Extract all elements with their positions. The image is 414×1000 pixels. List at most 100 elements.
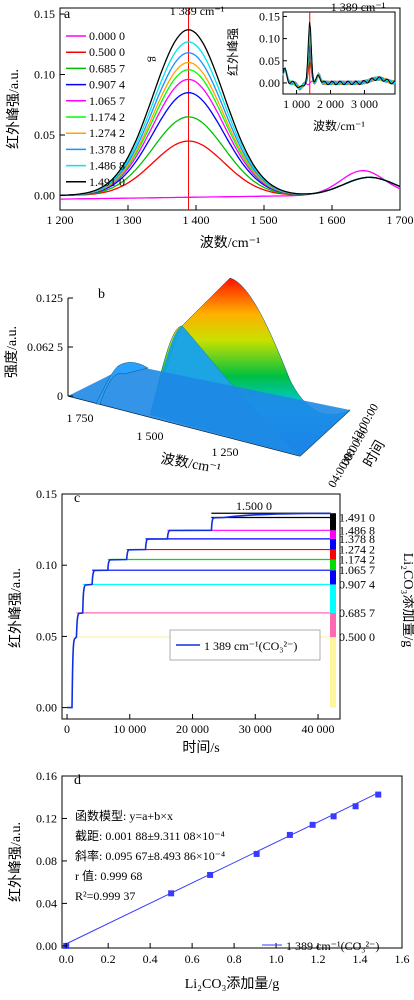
legend-entry: 1.491 0 xyxy=(89,175,125,189)
fit-line xyxy=(65,792,380,945)
y-axis-title: 红外峰强/a.u. xyxy=(6,69,22,149)
inset-y-tick-label: 0.10 xyxy=(259,32,280,46)
spectrum-line xyxy=(59,29,401,196)
chart-panel-c: c 0.500 0 0.685 7 0.907 41.065 71.174 21.2… xyxy=(8,490,414,756)
x-axis-title: 时间/s xyxy=(182,740,219,756)
step-labels: 0.500 0 0.685 7 0.907 41.065 71.174 21.274… xyxy=(339,510,375,644)
legend-entry: 0.500 0 xyxy=(89,45,125,59)
x-tick-label: 1.6 xyxy=(395,952,410,966)
fit-statistics: 函数模型: y=a+b×x 截距: 0.001 88±9.311 08×10⁻⁴… xyxy=(75,808,225,903)
colorbar-segment xyxy=(330,517,336,531)
inset-x-tick-labels: 1 000 2 000 3 000 xyxy=(283,90,378,111)
step-label: 1.274 2 xyxy=(339,543,375,557)
step-label: 0.500 0 xyxy=(339,630,375,644)
top-step-label: 1.500 0 xyxy=(236,499,272,513)
inset-y-tick-labels: 0.00 0.05 0.10 0.15 xyxy=(259,9,287,90)
data-point xyxy=(352,803,359,810)
plot-frame xyxy=(61,775,403,949)
colorbar-segment xyxy=(330,637,336,708)
x-tick-label: 1 400 xyxy=(183,213,210,227)
x-tick-label: 0 xyxy=(64,722,70,736)
x-tick-label: 1 200 xyxy=(47,213,74,227)
panel-label: c xyxy=(74,491,80,506)
y-tick-label: 0.00 xyxy=(34,188,55,202)
y-tick-label: 0.125 xyxy=(36,291,63,305)
legend-entry: 1.174 2 xyxy=(89,110,125,124)
y-tick-label: 0.12 xyxy=(36,811,57,825)
data-point xyxy=(207,871,214,878)
ridge-base xyxy=(68,365,350,456)
y-tick-label: 0.00 xyxy=(36,701,57,715)
y-tick-label: 0 xyxy=(57,389,63,403)
inset-y-tick-label: 0.15 xyxy=(259,9,280,23)
data-point xyxy=(253,850,260,857)
x-tick-label: 0.4 xyxy=(143,952,158,966)
data-point xyxy=(286,831,293,838)
step-label: 1.378 8 xyxy=(339,532,375,546)
y-tick-label: 0.04 xyxy=(36,896,57,910)
fit-intercept: 截距: 0.001 88±9.311 08×10⁻⁴ xyxy=(75,829,225,843)
legend-entry: 0.907 4 xyxy=(89,78,125,92)
inset-peak-annotation: 1 389 cm⁻¹ xyxy=(331,0,386,14)
legend-label: 1 389 cm⁻¹(CO₃²⁻) xyxy=(286,939,379,953)
x-tick-label: 0.2 xyxy=(101,952,116,966)
y-tick-label: 0.16 xyxy=(36,770,57,783)
step-label: 1.491 0 xyxy=(339,510,375,524)
legend-entry: 0.685 7 xyxy=(89,61,125,75)
y-axis-title: 强度/a.u. xyxy=(4,326,20,378)
colorbar-segment xyxy=(330,513,336,518)
colorbar-segment xyxy=(330,538,336,550)
x-tick-label: 1.0 xyxy=(269,952,284,966)
x-tick-labels: 1 200 1 300 1 400 1 500 1 600 1 700 xyxy=(47,205,414,227)
legend-entry: 1.274 2 xyxy=(89,126,125,140)
x-tick-labels: 1 750 1 500 1 250 xyxy=(67,411,239,459)
secondary-peak xyxy=(95,362,149,405)
inset-x-tick-label: 2 000 xyxy=(317,97,344,111)
chart-panel-a: a 1 200 1 300 1 400 1 500 1 600 1 700 0.000.0… xyxy=(6,0,414,251)
x-tick-label: 1 750 xyxy=(67,411,94,425)
x-tick-labels: 0 10 000 20 000 30 000 40 000 xyxy=(64,714,335,736)
x-tick-label: 1 600 xyxy=(319,213,346,227)
step-level-lines xyxy=(72,512,331,638)
x-tick-label: 1 500 xyxy=(137,429,164,443)
data-point xyxy=(168,890,175,897)
spectra-curves xyxy=(59,29,401,200)
step-label: 1.486 8 xyxy=(339,523,375,537)
inset-spectra-curves xyxy=(282,22,396,91)
colorbar-segment xyxy=(330,612,336,638)
time-series-curve xyxy=(67,512,331,709)
fit-model: 函数模型: y=a+b×x xyxy=(75,808,173,823)
panel-label: b xyxy=(98,287,105,302)
x-tick-label: 30 000 xyxy=(239,722,272,736)
fit-slope: 斜率: 0.095 67±8.493 86×10⁻⁴ xyxy=(75,848,225,863)
y-tick-label: 0.15 xyxy=(34,7,55,21)
colorbar-segment xyxy=(330,530,336,539)
spectrum-line xyxy=(60,169,401,200)
y-tick-labels: 0.00 0.05 0.10 0.15 xyxy=(36,490,67,715)
legend-entry: 1.065 7 xyxy=(89,94,125,108)
x-tick-label: 1 500 xyxy=(251,213,278,227)
step-colorbar xyxy=(330,513,336,708)
colorbar-segment xyxy=(330,559,336,571)
colorbar-segment xyxy=(330,584,336,613)
y-tick-labels: 0.00 0.05 0.10 0.15 xyxy=(34,7,65,202)
x-tick-label: 40 000 xyxy=(302,722,335,736)
y-tick-label: 0.15 xyxy=(36,490,57,501)
fit-r-value: r 值: 0.999 68 xyxy=(75,868,142,883)
x-tick-label: 20 000 xyxy=(176,722,209,736)
y-axis-title: 红外峰强/a.u. xyxy=(8,568,24,648)
surface-3d xyxy=(68,277,351,457)
inset-y-tick-label: 0.00 xyxy=(259,76,280,90)
x-axis-title: 波数/cm⁻¹ xyxy=(200,235,261,251)
y-tick-label: 0.05 xyxy=(34,128,55,142)
legend: 0.000 0 0.500 0 0.685 7 0.907 4 1.065 7 1.174… xyxy=(66,29,125,189)
x-tick-label: 10 000 xyxy=(113,722,146,736)
step-label: 0.685 7 xyxy=(339,606,375,620)
x-tick-label: 1.2 xyxy=(311,952,326,966)
x-tick-label: 1.4 xyxy=(353,952,368,966)
x-tick-label: 0.0 xyxy=(59,952,74,966)
fit-r-squared: R²=0.999 37 xyxy=(75,889,135,903)
legend-entry: 1.486 8 xyxy=(89,159,125,173)
inset-x-axis-title: 波数/cm⁻¹ xyxy=(313,118,365,133)
